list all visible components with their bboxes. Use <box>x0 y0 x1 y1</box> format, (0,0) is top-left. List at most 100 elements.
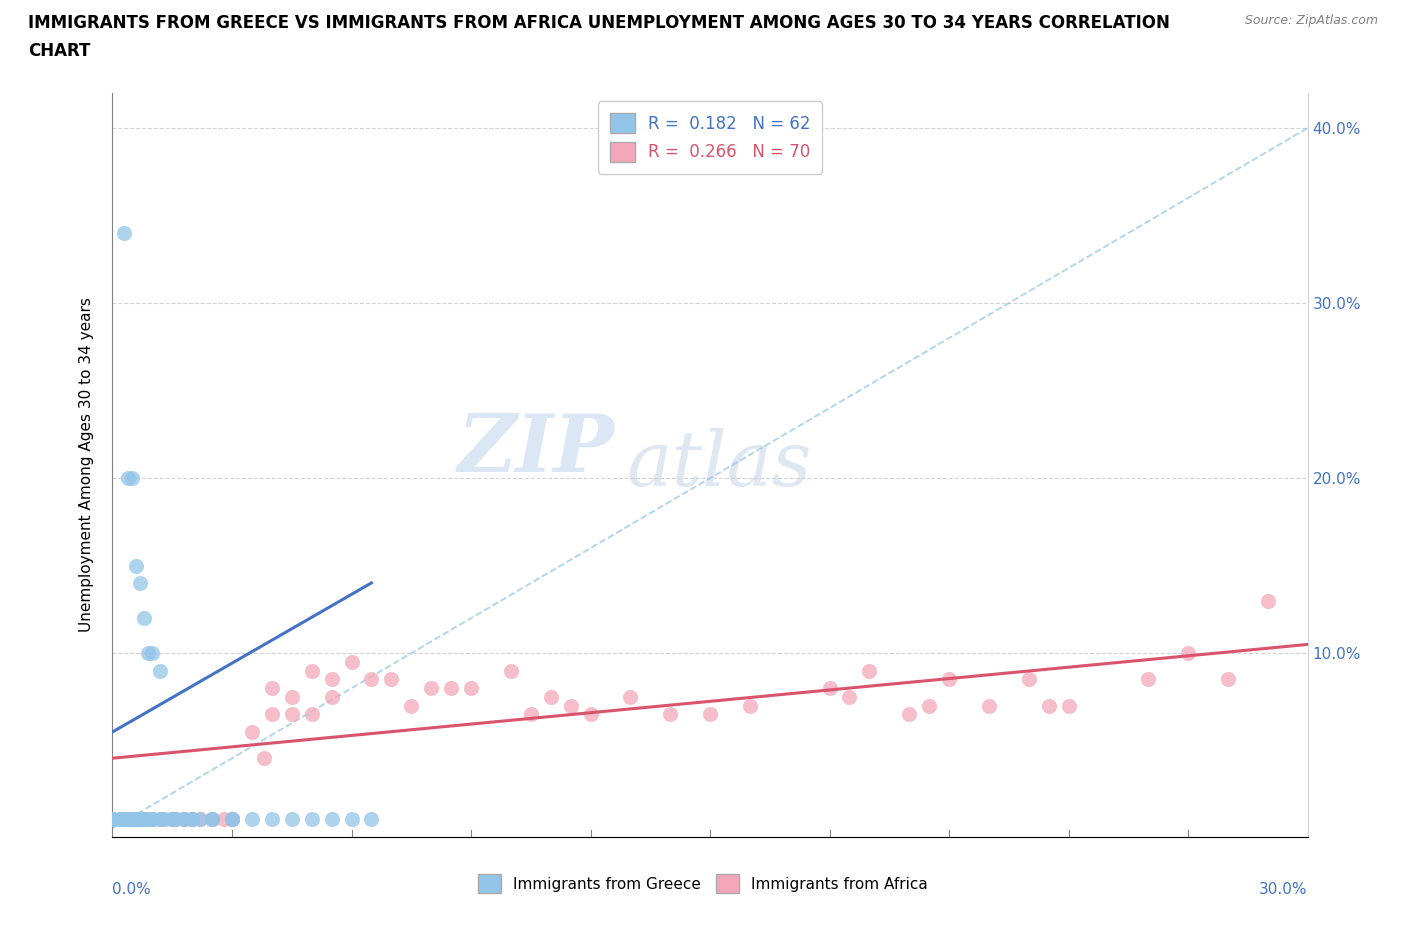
Point <box>101 812 124 827</box>
Point <box>181 812 204 827</box>
Point <box>141 812 163 827</box>
Point <box>101 812 124 827</box>
Point <box>440 681 463 696</box>
Point <box>125 812 148 827</box>
Point <box>838 689 860 704</box>
Point <box>149 812 172 827</box>
Point <box>165 812 187 827</box>
Point <box>153 812 176 827</box>
Point <box>301 663 323 678</box>
Point <box>221 812 243 827</box>
Point <box>1018 672 1040 687</box>
Point <box>201 812 224 827</box>
Point <box>321 672 343 687</box>
Point <box>101 812 124 827</box>
Y-axis label: Unemployment Among Ages 30 to 34 years: Unemployment Among Ages 30 to 34 years <box>79 298 94 632</box>
Point <box>121 812 143 827</box>
Point <box>110 812 132 827</box>
Point <box>918 698 941 713</box>
Point <box>619 689 641 704</box>
Point <box>281 689 304 704</box>
Point <box>125 812 148 827</box>
Point <box>121 812 143 827</box>
Point <box>162 812 183 827</box>
Point <box>141 812 163 827</box>
Point <box>738 698 761 713</box>
Point <box>165 812 187 827</box>
Point <box>134 812 156 827</box>
Text: Source: ZipAtlas.com: Source: ZipAtlas.com <box>1244 14 1378 27</box>
Point <box>260 707 283 722</box>
Point <box>173 812 195 827</box>
Point <box>129 812 152 827</box>
Point <box>141 812 163 827</box>
Point <box>321 689 343 704</box>
Point <box>141 645 163 660</box>
Point <box>138 812 160 827</box>
Point <box>149 812 172 827</box>
Point <box>1137 672 1160 687</box>
Point <box>129 576 152 591</box>
Point <box>818 681 841 696</box>
Point <box>141 812 163 827</box>
Point <box>181 812 204 827</box>
Point <box>117 812 139 827</box>
Point <box>121 471 143 485</box>
Point <box>138 645 160 660</box>
Point <box>129 812 152 827</box>
Point <box>260 681 283 696</box>
Point <box>121 812 143 827</box>
Point <box>101 812 124 827</box>
Point <box>340 812 363 827</box>
Point <box>110 812 132 827</box>
Point <box>134 812 156 827</box>
Point <box>201 812 224 827</box>
Point <box>162 812 183 827</box>
Point <box>121 812 143 827</box>
Point <box>858 663 880 678</box>
Point <box>162 812 183 827</box>
Point <box>281 812 304 827</box>
Point <box>138 812 160 827</box>
Point <box>114 812 135 827</box>
Point <box>138 812 160 827</box>
Point <box>141 812 163 827</box>
Point <box>181 812 204 827</box>
Point <box>212 812 235 827</box>
Text: IMMIGRANTS FROM GREECE VS IMMIGRANTS FROM AFRICA UNEMPLOYMENT AMONG AGES 30 TO 3: IMMIGRANTS FROM GREECE VS IMMIGRANTS FRO… <box>28 14 1170 32</box>
Point <box>149 812 172 827</box>
Text: ZIP: ZIP <box>457 411 614 489</box>
Point <box>221 812 243 827</box>
Point <box>540 689 562 704</box>
Point <box>173 812 195 827</box>
Point <box>977 698 1000 713</box>
Point <box>460 681 482 696</box>
Point <box>117 812 139 827</box>
Point <box>401 698 423 713</box>
Point <box>101 812 124 827</box>
Point <box>253 751 276 765</box>
Point <box>101 812 124 827</box>
Point <box>134 812 156 827</box>
Point <box>121 812 143 827</box>
Point <box>134 812 156 827</box>
Text: 0.0%: 0.0% <box>112 882 152 897</box>
Point <box>1177 645 1199 660</box>
Point <box>340 655 363 670</box>
Text: 30.0%: 30.0% <box>1260 882 1308 897</box>
Point <box>659 707 682 722</box>
Point <box>321 812 343 827</box>
Legend: R =  0.182   N = 62, R =  0.266   N = 70: R = 0.182 N = 62, R = 0.266 N = 70 <box>598 101 823 174</box>
Point <box>560 698 582 713</box>
Point <box>101 812 124 827</box>
Text: atlas: atlas <box>627 428 811 502</box>
Point <box>134 611 156 626</box>
Point <box>898 707 921 722</box>
Point <box>173 812 195 827</box>
Point <box>101 812 124 827</box>
Point <box>114 226 135 241</box>
Point <box>141 812 163 827</box>
Point <box>101 812 124 827</box>
Point <box>188 812 211 827</box>
Point <box>125 812 148 827</box>
